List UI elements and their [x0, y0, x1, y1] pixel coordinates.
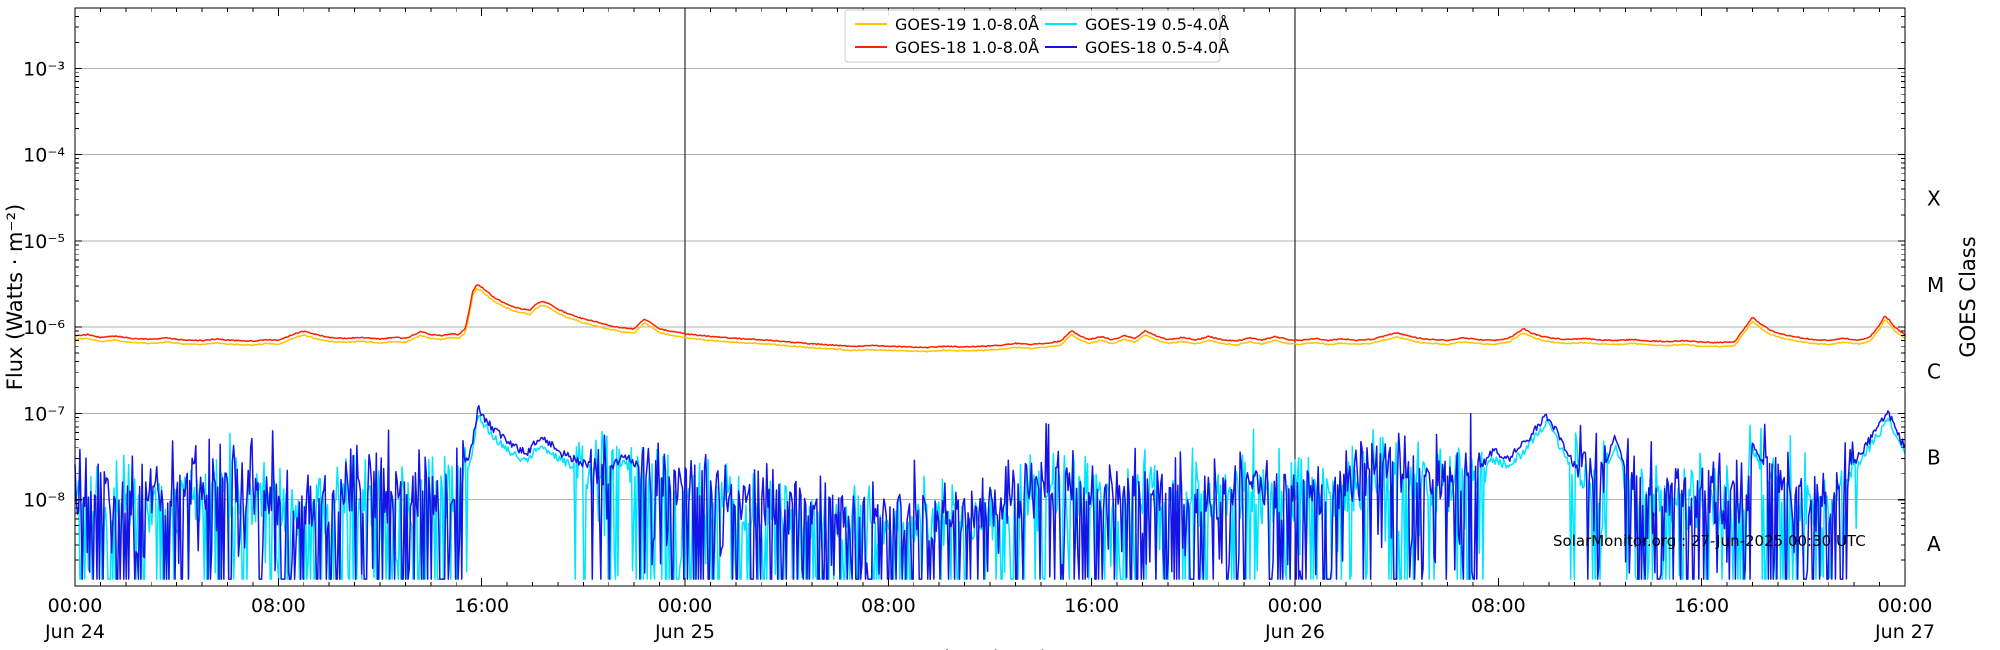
- x-tick-time-label: 16:00: [454, 595, 509, 617]
- series-goes19-long: [74, 287, 1906, 353]
- x-tick-date-label: Jun 27: [1874, 621, 1935, 643]
- gridlines: [75, 67, 1905, 501]
- legend-label: GOES-19 0.5-4.0Å: [1085, 15, 1229, 34]
- goes-class-tick-B: B: [1927, 446, 1941, 470]
- y-tick-label: 10⁻⁸: [23, 490, 65, 512]
- watermark: SolarMonitor.org : 27-Jun-2025 00:30 UTC: [1553, 532, 1866, 550]
- x-tick-time-label: 08:00: [861, 595, 916, 617]
- axis-labels: 10⁻³ 10⁻⁴ 10⁻⁵ 10⁻⁶ 10⁻⁷ 10⁻⁸ Flux (Watts · m⁻…: [3, 58, 1980, 650]
- x-tick-time-label: 00:00: [1268, 595, 1323, 617]
- axes-frame: [74, 7, 1906, 587]
- x-tick-date-label: Jun 25: [654, 621, 715, 643]
- y-tick-label: 10⁻⁴: [23, 145, 65, 167]
- y-axis-label: Flux (Watts · m⁻²): [3, 204, 27, 390]
- series-goes18-long: [74, 284, 1906, 349]
- y-tick-label: 10⁻³: [23, 58, 65, 80]
- x-axis-label: Time (UTC): [931, 647, 1048, 650]
- x-tick-time-label: 16:00: [1064, 595, 1119, 617]
- watermark-text: SolarMonitor.org : 27-Jun-2025 00:30 UTC: [1553, 532, 1866, 550]
- plot-frame: [74, 7, 1906, 587]
- x-tick-time-label: 00:00: [658, 595, 713, 617]
- y2-axis-label: GOES Class: [1956, 236, 1980, 357]
- x-tick-date-label: Jun 24: [44, 621, 105, 643]
- x-tick-date-label: Jun 26: [1264, 621, 1325, 643]
- x-tick-time-label: 08:00: [1471, 595, 1526, 617]
- x-tick-time-label: 16:00: [1674, 595, 1729, 617]
- series-goes18-short: [74, 404, 1906, 580]
- x-tick-time-label: 00:00: [1878, 595, 1933, 617]
- y-tick-label: 10⁻⁶: [23, 317, 65, 339]
- goes-class-tick-A: A: [1927, 532, 1941, 556]
- flux-series-layer: [74, 284, 1906, 580]
- x-tick-time-label: 08:00: [251, 595, 306, 617]
- y-tick-label: 10⁻⁵: [23, 231, 65, 253]
- legend-label: GOES-18 1.0-8.0Å: [895, 38, 1039, 57]
- legend-box: [844, 9, 1221, 63]
- y-tick-label: 10⁻⁷: [23, 403, 65, 425]
- goes-class-tick-M: M: [1927, 273, 1944, 297]
- chart-legend: GOES-19 1.0-8.0Å GOES-18 1.0-8.0Å GOES-19 …: [844, 9, 1229, 63]
- legend-label: GOES-18 0.5-4.0Å: [1085, 38, 1229, 57]
- x-tick-time-label: 00:00: [48, 595, 103, 617]
- goes-class-tick-X: X: [1927, 187, 1941, 211]
- goes-class-tick-C: C: [1927, 359, 1941, 383]
- legend-label: GOES-19 1.0-8.0Å: [895, 15, 1039, 34]
